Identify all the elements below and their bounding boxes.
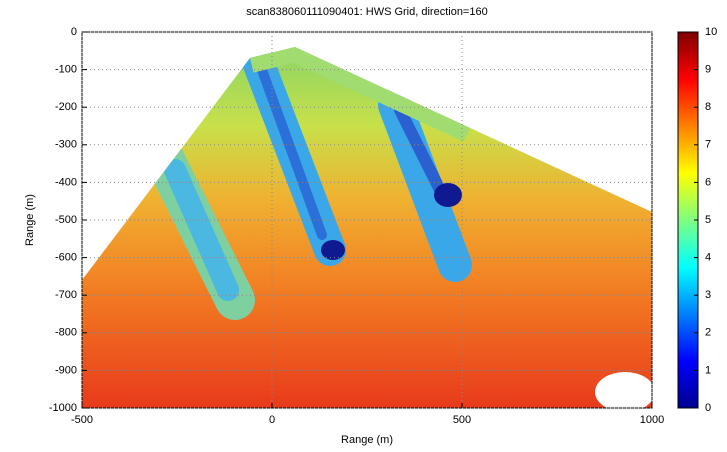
y-tick-label: -700 <box>55 289 77 301</box>
x-tick-label: 0 <box>269 414 275 426</box>
x-tick-label: -500 <box>71 414 93 426</box>
colorbar-tick-label: 6 <box>705 176 711 188</box>
colorbar-tick-label: 0 <box>705 402 711 414</box>
y-tick-label: -200 <box>55 101 77 113</box>
colorbar-tick-label: 1 <box>705 364 711 376</box>
x-axis-label: Range (m) <box>341 434 393 446</box>
y-tick-label: -400 <box>55 176 77 188</box>
y-tick-label: -800 <box>55 327 77 339</box>
colorbar-tick-label: 4 <box>705 252 711 264</box>
y-tick-label: -1000 <box>49 402 77 414</box>
y-tick-label: 0 <box>71 26 77 38</box>
colorbar-tick-label: 2 <box>705 327 711 339</box>
colorbar-tick-label: 7 <box>705 139 711 151</box>
colorbar-tick-label: 5 <box>705 214 711 226</box>
y-tick-label: -100 <box>55 64 77 76</box>
chart-title: scan838060111090401: HWS Grid, direction… <box>246 6 487 18</box>
colorbar-tick-label: 3 <box>705 289 711 301</box>
y-tick-label: -300 <box>55 139 77 151</box>
colorbar-tick-label: 8 <box>705 101 711 113</box>
colorbar-tick-label: 10 <box>705 26 717 38</box>
y-tick-label: -900 <box>55 364 77 376</box>
colorbar-tick-label: 9 <box>705 64 711 76</box>
y-tick-label: -500 <box>55 214 77 226</box>
heatmap-field <box>82 47 652 408</box>
y-tick-label: -600 <box>55 252 77 264</box>
y-axis-label: Range (m) <box>24 194 36 246</box>
x-tick-label: 1000 <box>640 414 664 426</box>
x-tick-label: 500 <box>453 414 471 426</box>
